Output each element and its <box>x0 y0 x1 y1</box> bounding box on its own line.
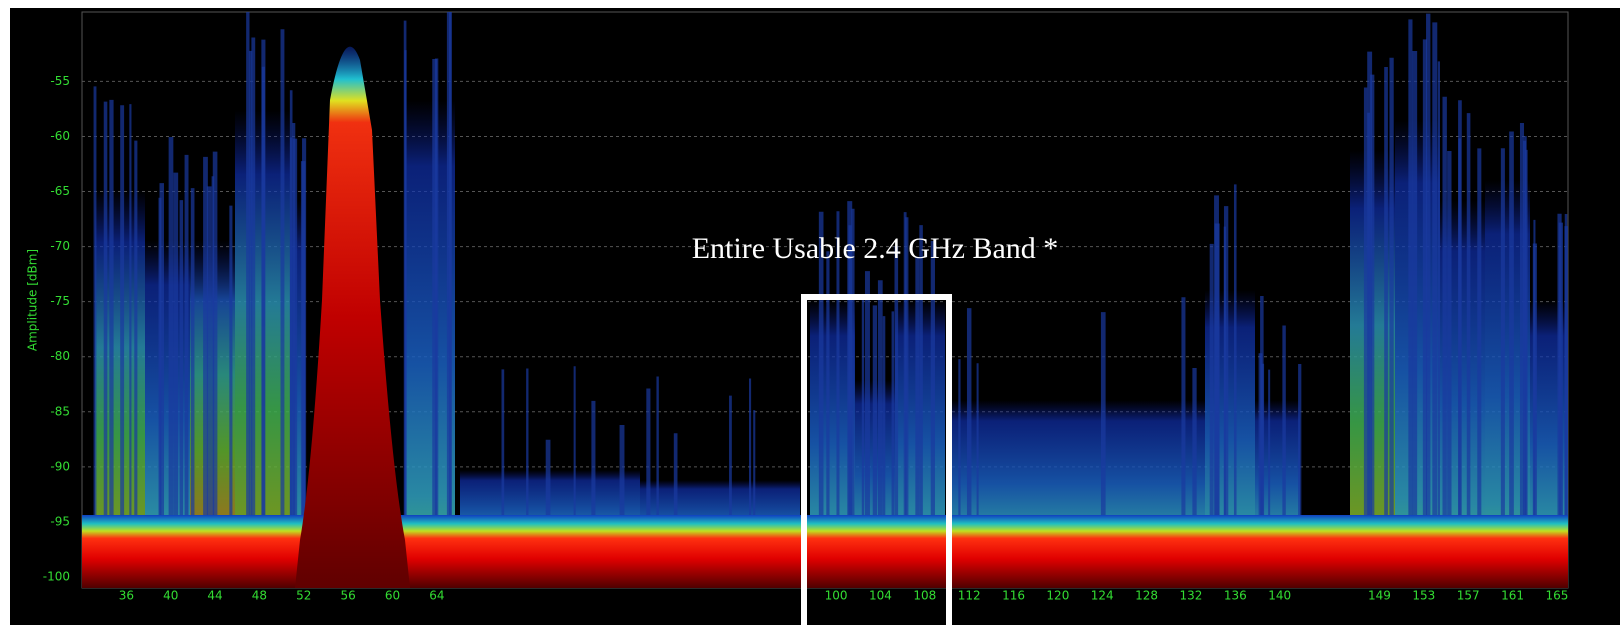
x-tick-label: 157 <box>1457 589 1480 603</box>
y-tick-label: -55 <box>50 74 70 88</box>
x-tick-label: 124 <box>1091 589 1114 603</box>
x-tick-label: 136 <box>1224 589 1247 603</box>
x-tick-label: 40 <box>163 589 178 603</box>
y-tick-label: -70 <box>50 239 70 253</box>
x-tick-label: 140 <box>1268 589 1291 603</box>
x-tick-label: 132 <box>1180 589 1203 603</box>
y-tick-label: -65 <box>50 184 70 198</box>
x-tick-label: 52 <box>296 589 311 603</box>
annotation: Entire Usable 2.4 GHz Band * <box>692 232 1059 265</box>
spectrum-chart: -100 -95 -90 -85 -80 -75 -70 -65 -60 -55 36 40 44 48 5… <box>0 0 1620 625</box>
signal-cluster <box>145 240 190 540</box>
x-tick-label: 48 <box>252 589 267 603</box>
x-tick-label: 120 <box>1046 589 1069 603</box>
y-tick-label: -85 <box>50 404 70 418</box>
x-tick-label: 104 <box>869 589 892 603</box>
x-tick-label: 149 <box>1368 589 1391 603</box>
x-tick-label: 108 <box>913 589 936 603</box>
y-tick-label: -80 <box>50 349 70 363</box>
y-tick-label: -100 <box>43 569 70 583</box>
x-tick-label: 44 <box>207 589 222 603</box>
x-tick-label: 112 <box>958 589 981 603</box>
y-tick-label: -95 <box>50 514 70 528</box>
x-tick-label: 36 <box>119 589 134 603</box>
y-tick-label: -60 <box>50 129 70 143</box>
y-axis-label: Amplitude [dBm] <box>26 249 40 351</box>
x-tick-label: 56 <box>341 589 356 603</box>
y-tick-label: -90 <box>50 459 70 473</box>
x-tick-label: 128 <box>1135 589 1158 603</box>
y-tick-label: -75 <box>50 294 70 308</box>
x-tick-label: 116 <box>1002 589 1025 603</box>
x-tick-label: 153 <box>1412 589 1435 603</box>
x-tick-label: 64 <box>429 589 444 603</box>
signal-cluster <box>95 190 145 540</box>
x-tick-label: 100 <box>825 589 848 603</box>
x-tick-label: 60 <box>385 589 400 603</box>
x-tick-label: 161 <box>1501 589 1524 603</box>
x-tick-label: 165 <box>1545 589 1568 603</box>
